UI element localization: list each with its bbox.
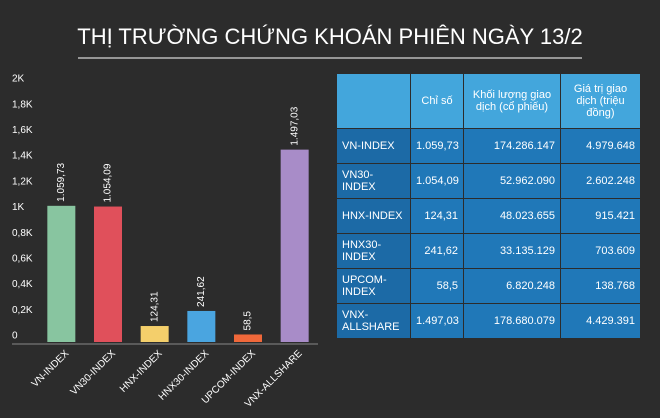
y-tick-label: 0,6K bbox=[12, 254, 33, 265]
y-tick-label: 1,4K bbox=[12, 151, 33, 162]
y-tick-label: 1,8K bbox=[12, 99, 33, 110]
table-cell: 4.979.648 bbox=[560, 128, 641, 164]
y-tick-label: 1,2K bbox=[12, 176, 33, 187]
table-cell: 138.768 bbox=[560, 268, 641, 304]
x-tick-label: HNX-INDEX bbox=[118, 348, 165, 395]
y-tick-label: 2K bbox=[12, 74, 25, 85]
y-tick-label: 0 bbox=[12, 331, 18, 342]
row-name: VN30-INDEX bbox=[336, 163, 411, 199]
y-tick-label: 0,2K bbox=[12, 305, 33, 316]
bar bbox=[234, 334, 262, 342]
table-cell: 48.023.655 bbox=[463, 198, 561, 234]
bar bbox=[47, 205, 76, 342]
header-cell: Khối lượng giao dịch (cổ phiếu) bbox=[463, 73, 561, 129]
value-label: 1.054,09 bbox=[103, 163, 114, 202]
row-name: VNX-ALLSHARE bbox=[336, 303, 411, 339]
y-tick-label: 0,8K bbox=[12, 228, 33, 239]
table-row: VN-INDEX 1.059,73 174.286.147 4.979.648 bbox=[336, 128, 641, 164]
header-cell: Chỉ số bbox=[410, 73, 464, 129]
table-row: VN30-INDEX 1.054,09 52.962.090 2.602.248 bbox=[336, 163, 641, 199]
table-cell: 174.286.147 bbox=[463, 128, 561, 164]
value-label: 58,5 bbox=[243, 311, 254, 331]
table-cell: 58,5 bbox=[410, 268, 464, 304]
x-tick-label: VN30-INDEX bbox=[69, 348, 119, 398]
value-label: 1.059,73 bbox=[56, 162, 67, 201]
table-cell: 241,62 bbox=[410, 233, 464, 269]
table-cell: 6.820.248 bbox=[463, 268, 561, 304]
table-cell: 52.962.090 bbox=[463, 163, 561, 199]
y-tick-label: 1,6K bbox=[12, 125, 33, 136]
row-name: UPCOM-INDEX bbox=[336, 268, 411, 304]
row-name: VN-INDEX bbox=[336, 128, 411, 164]
value-label: 1.497,03 bbox=[289, 106, 300, 145]
bar bbox=[187, 310, 216, 342]
bar bbox=[94, 206, 122, 342]
table-cell: 1.054,09 bbox=[410, 163, 464, 199]
bar bbox=[280, 149, 309, 342]
y-tick-label: 1K bbox=[12, 202, 25, 213]
header-cell: Giá trị giao dịch (triệu đồng) bbox=[560, 73, 641, 129]
header-row: Chỉ số Khối lượng giao dịch (cổ phiếu) Giá… bbox=[336, 73, 641, 129]
table-cell: 1.059,73 bbox=[410, 128, 464, 164]
table-cell: 2.602.248 bbox=[560, 163, 641, 199]
row-name: HNX30-INDEX bbox=[336, 233, 411, 269]
table-row: UPCOM-INDEX 58,5 6.820.248 138.768 bbox=[336, 268, 641, 304]
table-cell: 4.429.391 bbox=[560, 303, 641, 339]
table-cell: 915.421 bbox=[560, 198, 641, 234]
table-cell: 33.135.129 bbox=[463, 233, 561, 269]
table-cell: 124,31 bbox=[410, 198, 464, 234]
table-cell: 1.497,03 bbox=[410, 303, 464, 339]
x-tick-label: VN-INDEX bbox=[30, 348, 72, 390]
table-cell: 178.680.079 bbox=[463, 303, 561, 339]
table-cell: 703.609 bbox=[560, 233, 641, 269]
y-tick-label: 0,4K bbox=[12, 279, 33, 290]
data-table: Chỉ số Khối lượng giao dịch (cổ phiếu) Giá… bbox=[336, 73, 641, 339]
bar bbox=[140, 326, 169, 342]
value-label: 124,31 bbox=[149, 291, 160, 322]
page-title: THỊ TRƯỜNG CHỨNG KHOÁN PHIÊN NGÀY 13/2 bbox=[77, 24, 583, 49]
value-label: 241,62 bbox=[196, 276, 207, 307]
row-name: HNX-INDEX bbox=[336, 198, 411, 234]
table-row: VNX-ALLSHARE 1.497,03 178.680.079 4.429.391 bbox=[336, 303, 641, 339]
table-row: HNX-INDEX 124,31 48.023.655 915.421 bbox=[336, 198, 641, 234]
table-row: HNX30-INDEX 241,62 33.135.129 703.609 bbox=[336, 233, 641, 269]
header-cell bbox=[336, 73, 411, 129]
